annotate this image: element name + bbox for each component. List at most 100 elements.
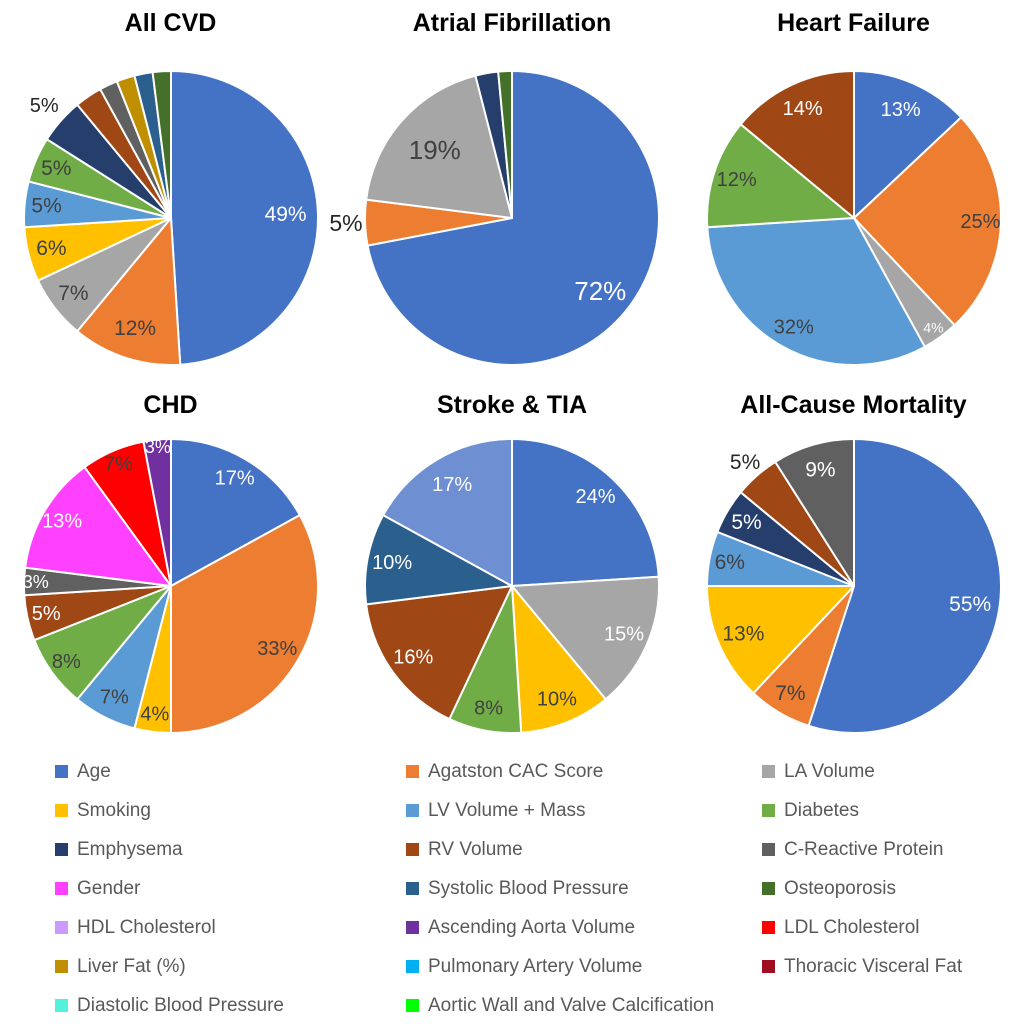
slice-label: 17% xyxy=(214,468,254,490)
slice-label: 3% xyxy=(144,437,170,457)
slice-label: 33% xyxy=(257,638,297,660)
pie-slice xyxy=(705,123,855,229)
slice-label: 6% xyxy=(36,237,66,260)
legend-column-3: LA Volume Diabetes C-Reactive Protein Osteo… xyxy=(762,752,1024,1025)
slice-label: 5% xyxy=(329,210,362,236)
legend-swatch xyxy=(762,882,775,895)
legend-label: Emphysema xyxy=(77,838,183,860)
legend-item: Agatston CAC Score xyxy=(406,752,762,791)
slice-label: 3% xyxy=(22,572,48,592)
pie-slice xyxy=(141,437,172,587)
legend-swatch xyxy=(55,882,68,895)
slice-label: 25% xyxy=(960,211,1000,233)
legend-item: RV Volume xyxy=(406,830,762,869)
legend-swatch xyxy=(406,843,419,856)
legend-item: Osteoporosis xyxy=(762,869,1024,908)
slice-label: 12% xyxy=(716,169,756,191)
chart-cell-heart-failure: Heart Failure 13% 25% 4% 32% 12% 14% xyxy=(683,0,1024,376)
legend-swatch xyxy=(406,960,419,973)
chart-title-heart-failure: Heart Failure xyxy=(777,9,930,37)
slice-label: 13% xyxy=(880,99,920,121)
legend-swatch xyxy=(406,765,419,778)
pie-slice xyxy=(773,438,855,587)
legend-swatch xyxy=(55,765,68,778)
chart-cell-atrial-fibrillation: Atrial Fibrillation 72% 5% 19% xyxy=(329,0,683,376)
pie-slice xyxy=(511,438,660,587)
pie-all-cvd: 49% 12% 7% 6% 5% 5% 5% xyxy=(22,70,319,366)
chart-cell-all-cvd: All CVD 49% 12% 7% 6% 5% 5% 5% xyxy=(0,0,341,376)
slice-label: 17% xyxy=(432,474,472,496)
pie-slice xyxy=(382,438,513,587)
slice-label: 8% xyxy=(474,698,503,720)
pie-slice xyxy=(169,70,319,366)
legend-item: Aortic Wall and Valve Calcification xyxy=(406,986,762,1025)
slice-label: 5% xyxy=(729,451,759,474)
slice-label: 4% xyxy=(140,703,169,725)
pie-slice xyxy=(364,514,513,606)
pie-slice xyxy=(169,438,301,587)
slice-label: 7% xyxy=(775,682,805,705)
legend-label: Ascending Aorta Volume xyxy=(428,916,636,938)
legend-item: Liver Fat (%) xyxy=(55,947,406,986)
chart-cell-all-cause-mortality: All-Cause Mortality 55% 7% 13% 6% 5% 5% 9% xyxy=(683,376,1024,740)
legend-swatch xyxy=(55,960,68,973)
slice-label: 32% xyxy=(773,317,813,339)
legend-label: HDL Cholesterol xyxy=(77,916,216,938)
legend-item: LV Volume + Mass xyxy=(406,791,762,830)
slice-label: 14% xyxy=(782,98,822,120)
slice-label: 5% xyxy=(41,157,71,180)
legend-item: Diastolic Blood Pressure xyxy=(55,986,406,1025)
legend-label: LA Volume xyxy=(784,760,875,782)
chart-cell-stroke-tia: Stroke & TIA 24% 15% 10% 8% 16% 10% 17% xyxy=(341,376,683,740)
legend-column-1: Age Smoking Emphysema Gender HDL Cholesterol… xyxy=(55,752,406,1025)
legend-label: Diabetes xyxy=(784,799,859,821)
legend-swatch xyxy=(55,921,68,934)
pie-slice xyxy=(366,70,660,366)
chart-title-stroke-tia: Stroke & TIA xyxy=(436,391,588,419)
legend-label: Thoracic Visceral Fat xyxy=(784,955,963,977)
slice-label: 15% xyxy=(604,624,644,646)
legend-label: Diastolic Blood Pressure xyxy=(77,994,284,1016)
pie-slice xyxy=(365,585,513,721)
pie-all-cause-mortality: 55% 7% 13% 6% 5% 5% 9% xyxy=(705,438,1002,734)
legend-item: Systolic Blood Pressure xyxy=(406,869,762,908)
chart-title-all-cvd: All CVD xyxy=(124,9,217,37)
slice-label: 13% xyxy=(42,511,82,533)
pie-slice xyxy=(151,70,172,219)
slice-label: 5% xyxy=(29,95,58,117)
slice-label: 49% xyxy=(264,203,306,226)
legend-label: RV Volume xyxy=(428,838,523,860)
legend-swatch xyxy=(762,765,775,778)
legend-swatch xyxy=(406,921,419,934)
pie-slice xyxy=(852,70,962,219)
legend-label: Systolic Blood Pressure xyxy=(428,877,629,899)
legend-swatch xyxy=(762,960,775,973)
pie-chd: 17% 33% 4% 7% 8% 5% 3% 13% 7% 3% xyxy=(22,437,319,734)
pie-heart-failure: 13% 25% 4% 32% 12% 14% xyxy=(705,70,1002,366)
legend-swatch xyxy=(55,843,68,856)
slice-label: 55% xyxy=(949,593,991,616)
legend-swatch xyxy=(406,804,419,817)
legend-item: Ascending Aorta Volume xyxy=(406,908,762,947)
pie-slice xyxy=(511,575,660,701)
legend-label: Liver Fat (%) xyxy=(77,955,186,977)
pie-slice xyxy=(807,438,1002,734)
slice-label: 10% xyxy=(372,552,412,574)
legend-item: HDL Cholesterol xyxy=(55,908,406,947)
slice-label: 7% xyxy=(104,454,133,476)
legend-swatch xyxy=(406,999,419,1012)
slice-label: 24% xyxy=(575,486,615,508)
legend-label: Age xyxy=(77,760,111,782)
legend-label: Aortic Wall and Valve Calcification xyxy=(428,994,715,1016)
slice-label: 72% xyxy=(574,276,626,306)
slice-label: 12% xyxy=(114,317,156,340)
legend-label: Gender xyxy=(77,877,141,899)
pie-slice xyxy=(739,70,855,219)
chart-cell-chd: CHD 17% 33% 4% 7% 8% 5% 3% 13% 7% 3% xyxy=(0,376,341,740)
pie-slice xyxy=(75,217,181,366)
legend-label: Agatston CAC Score xyxy=(428,760,604,782)
legend-label: Pulmonary Artery Volume xyxy=(428,955,643,977)
pie-slice xyxy=(705,217,926,366)
legend-item: Diabetes xyxy=(762,791,1024,830)
